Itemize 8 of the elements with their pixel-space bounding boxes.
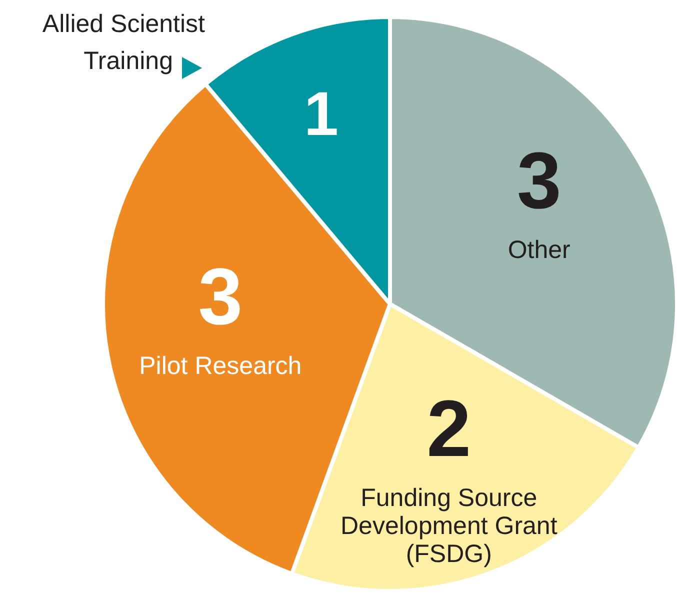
slice-label: Pilot Research [139, 352, 302, 380]
data-label: 2 [426, 384, 472, 473]
data-label: 3 [516, 136, 562, 225]
slice-label: Allied Scientist Training [42, 10, 206, 75]
slice-label: Other [508, 236, 570, 264]
slice-label: Funding Source Development Grant (FSDG) [340, 484, 558, 568]
data-label: 1 [304, 80, 339, 150]
data-label: 3 [198, 252, 243, 341]
